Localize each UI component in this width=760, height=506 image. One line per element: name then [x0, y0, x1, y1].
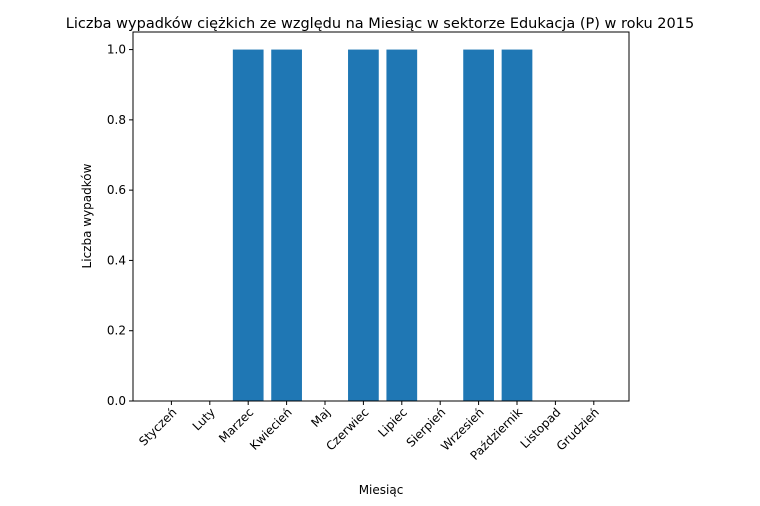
- x-tick-label-5: Czerwiec: [323, 405, 371, 453]
- x-tick-label-11: Grudzień: [554, 405, 602, 453]
- x-axis-label: Miesiąc: [359, 483, 404, 497]
- y-axis: 0.0 0.2 0.4 0.6 0.8 1.0: [107, 43, 133, 408]
- y-tick-label-1: 0.2: [107, 324, 126, 338]
- bars-group: [232, 49, 533, 401]
- bar-8: [463, 49, 494, 401]
- y-axis-label: Liczba wypadków: [80, 163, 94, 268]
- x-tick-label-0: Styczeń: [136, 405, 179, 448]
- y-tick-label-5: 1.0: [107, 43, 126, 57]
- bar-6: [386, 49, 418, 401]
- x-tick-label-3: Kwiecień: [247, 405, 295, 453]
- chart-title: Liczba wypadków ciężkich ze względu na M…: [66, 16, 694, 32]
- y-tick-label-3: 0.6: [107, 183, 126, 197]
- bar-3: [271, 49, 302, 401]
- y-tick-label-0: 0.0: [107, 394, 126, 408]
- x-tick-label-6: Lipiec: [375, 405, 410, 440]
- x-tick-label-1: Luty: [190, 405, 218, 433]
- bar-9: [501, 49, 533, 401]
- y-tick-label-2: 0.4: [107, 253, 126, 267]
- bar-5: [348, 49, 379, 401]
- x-tick-label-4: Maj: [308, 405, 333, 430]
- y-tick-label-4: 0.8: [107, 113, 126, 127]
- plot-frame: [132, 31, 630, 402]
- bar-2: [232, 49, 264, 401]
